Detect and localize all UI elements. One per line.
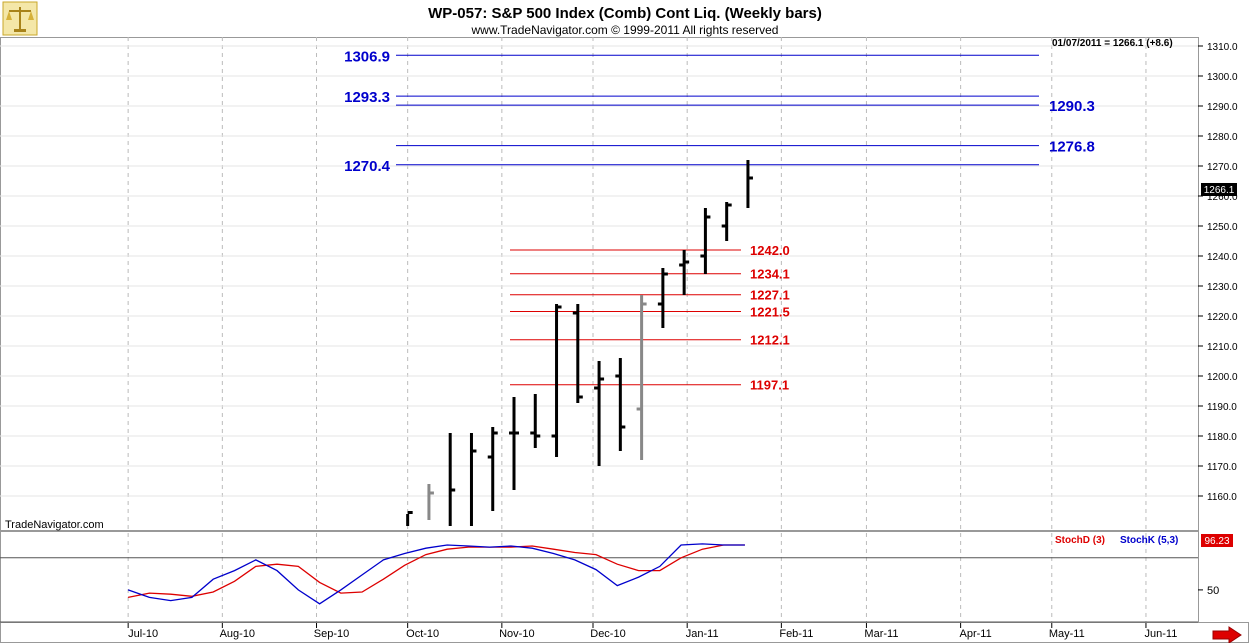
blue-level-label: 1293.3 bbox=[344, 89, 390, 106]
y-tick-label: 1190.0 bbox=[1207, 402, 1237, 413]
red-level-label: 1242.0 bbox=[750, 243, 790, 258]
blue-level-label: 1270.4 bbox=[344, 158, 391, 175]
blue-level-label: 1306.9 bbox=[344, 48, 390, 65]
blue-level-label: 1290.3 bbox=[1049, 98, 1095, 115]
y-tick-label: 1220.0 bbox=[1207, 312, 1238, 323]
stoch-series-line bbox=[127, 543, 745, 605]
x-tick-label: Jul-10 bbox=[128, 628, 158, 640]
chart-title: WP-057: S&P 500 Index (Comb) Cont Liq. (… bbox=[428, 5, 822, 22]
axes: Jul-10 Aug-10 Sep-10 Oct-10 Nov-10 Dec-10 Jan-… bbox=[127, 42, 1238, 640]
stoch-d-legend: StochD (3) bbox=[1055, 535, 1105, 546]
red-level-label: 1197.1 bbox=[750, 378, 789, 393]
y-tick-label: 1260.0 bbox=[1207, 192, 1238, 203]
red-level-label: 1212.1 bbox=[750, 333, 790, 348]
price-panel-frame bbox=[0, 37, 1199, 531]
x-tick-label: Apr-11 bbox=[960, 628, 992, 640]
y-tick-label: 1230.0 bbox=[1207, 282, 1238, 293]
stoch-tag-box bbox=[1201, 534, 1233, 547]
x-tick-label: Jan-11 bbox=[686, 628, 719, 640]
x-tick-label: Aug-10 bbox=[220, 628, 255, 640]
price-tag-box bbox=[1201, 183, 1237, 196]
y-tick-label: 1240.0 bbox=[1207, 252, 1238, 263]
y-tick-label: 1180.0 bbox=[1207, 432, 1237, 443]
y-tick-label: 1290.0 bbox=[1207, 102, 1238, 113]
stoch-series-line bbox=[127, 544, 745, 599]
stoch-y-tick-label: 50 bbox=[1207, 585, 1219, 597]
x-tick-label: Feb-11 bbox=[779, 628, 813, 640]
red-level-label: 1221.5 bbox=[750, 305, 790, 320]
y-tick-label: 1300.0 bbox=[1207, 72, 1238, 83]
x-tick-label: Jun-11 bbox=[1145, 628, 1178, 640]
chart-subtitle: www.TradeNavigator.com © 1999-2011 All r… bbox=[471, 23, 779, 37]
scroll-right-arrow-icon[interactable] bbox=[1212, 626, 1242, 643]
stoch-tag: 96.23 bbox=[1204, 536, 1229, 547]
y-tick-label: 1160.0 bbox=[1207, 492, 1237, 503]
x-tick-label: Nov-10 bbox=[499, 628, 534, 640]
x-tick-label: Dec-10 bbox=[590, 628, 625, 640]
last-quote-label: 01/07/2011 = 1266.1 (+8.6) bbox=[1052, 38, 1173, 49]
y-tick-label: 1310.0 bbox=[1207, 42, 1238, 53]
price-bars bbox=[406, 160, 753, 526]
y-tick-label: 1280.0 bbox=[1207, 132, 1238, 143]
stochastic-panel bbox=[0, 543, 1198, 623]
x-tick-label: Sep-10 bbox=[314, 628, 349, 640]
levels-layer: 1306.9 1293.3 1290.3 1276.8 1270.4 1242.0 1234… bbox=[344, 48, 1095, 392]
y-tick-label: 1250.0 bbox=[1207, 222, 1238, 233]
x-tick-label: Oct-10 bbox=[406, 628, 439, 640]
price-tag: 1266.1 bbox=[1204, 185, 1235, 196]
stoch-panel-frame bbox=[0, 531, 1199, 623]
stoch-k-legend: StochK (5,3) bbox=[1120, 535, 1178, 546]
y-tick-label: 1170.0 bbox=[1207, 462, 1237, 473]
blue-level-label: 1276.8 bbox=[1049, 139, 1095, 156]
red-level-label: 1234.1 bbox=[750, 267, 790, 282]
red-level-label: 1227.1 bbox=[750, 288, 790, 303]
x-tick-label: May-11 bbox=[1049, 628, 1085, 640]
x-tick-label: Mar-11 bbox=[864, 628, 898, 640]
y-tick-label: 1210.0 bbox=[1207, 342, 1238, 353]
y-tick-label: 1270.0 bbox=[1207, 162, 1238, 173]
scales-logo-icon bbox=[2, 1, 38, 36]
watermark-text: TradeNavigator.com bbox=[5, 519, 104, 531]
y-tick-label: 1200.0 bbox=[1207, 372, 1238, 383]
